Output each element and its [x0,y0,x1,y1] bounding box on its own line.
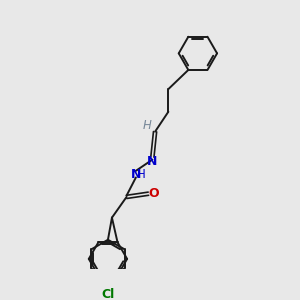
Text: H: H [137,168,146,181]
Text: N: N [131,168,141,181]
Text: O: O [148,187,159,200]
Text: N: N [147,155,158,168]
Text: H: H [143,119,152,132]
Text: Cl: Cl [101,287,115,300]
